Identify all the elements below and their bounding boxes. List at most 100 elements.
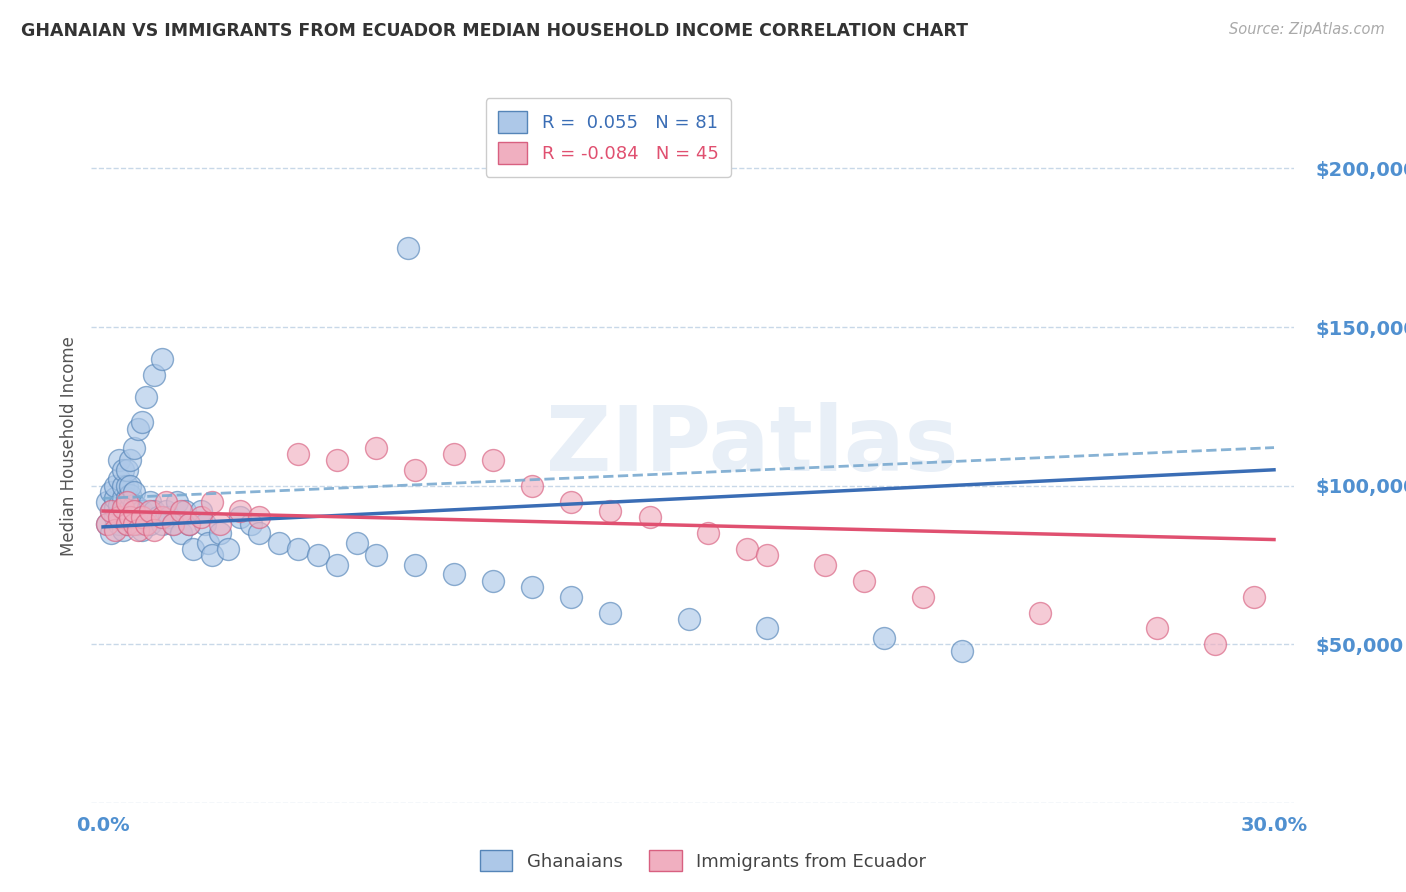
Y-axis label: Median Household Income: Median Household Income bbox=[59, 336, 77, 556]
Point bbox=[177, 516, 200, 531]
Point bbox=[111, 478, 134, 492]
Point bbox=[150, 351, 173, 366]
Point bbox=[124, 485, 146, 500]
Point bbox=[111, 491, 134, 506]
Point bbox=[1146, 621, 1168, 635]
Point bbox=[104, 510, 127, 524]
Point bbox=[396, 241, 419, 255]
Point bbox=[209, 516, 232, 531]
Point bbox=[107, 472, 129, 486]
Point bbox=[228, 510, 250, 524]
Point bbox=[366, 441, 388, 455]
Point bbox=[135, 390, 157, 404]
Point bbox=[131, 504, 153, 518]
Point bbox=[115, 478, 138, 492]
Point bbox=[755, 549, 778, 563]
Point bbox=[240, 516, 263, 531]
Point bbox=[170, 526, 193, 541]
Point bbox=[120, 478, 142, 492]
Point bbox=[560, 494, 582, 508]
Point bbox=[1243, 590, 1265, 604]
Point bbox=[115, 463, 138, 477]
Point bbox=[404, 558, 426, 572]
Point bbox=[111, 504, 134, 518]
Point bbox=[326, 453, 349, 467]
Point bbox=[190, 510, 212, 524]
Text: ZIPatlas: ZIPatlas bbox=[547, 402, 959, 490]
Point bbox=[115, 516, 138, 531]
Point bbox=[104, 491, 127, 506]
Point bbox=[124, 441, 146, 455]
Legend: R =  0.055   N = 81, R = -0.084   N = 45: R = 0.055 N = 81, R = -0.084 N = 45 bbox=[485, 98, 731, 177]
Point bbox=[150, 510, 173, 524]
Point bbox=[115, 494, 138, 508]
Point bbox=[127, 500, 149, 515]
Point bbox=[127, 516, 149, 531]
Point bbox=[100, 485, 122, 500]
Text: Source: ZipAtlas.com: Source: ZipAtlas.com bbox=[1229, 22, 1385, 37]
Point bbox=[326, 558, 349, 572]
Point bbox=[100, 526, 122, 541]
Point bbox=[170, 504, 193, 518]
Point bbox=[162, 516, 184, 531]
Point bbox=[127, 421, 149, 435]
Point bbox=[139, 516, 162, 531]
Point bbox=[131, 510, 153, 524]
Point bbox=[560, 590, 582, 604]
Point bbox=[735, 542, 758, 557]
Point bbox=[96, 494, 118, 508]
Point bbox=[120, 453, 142, 467]
Point bbox=[755, 621, 778, 635]
Point bbox=[107, 498, 129, 512]
Point bbox=[107, 510, 129, 524]
Point bbox=[194, 516, 217, 531]
Point bbox=[107, 516, 129, 531]
Point bbox=[307, 549, 329, 563]
Point bbox=[599, 606, 621, 620]
Point bbox=[443, 567, 465, 582]
Point bbox=[209, 526, 232, 541]
Point bbox=[131, 415, 153, 429]
Point bbox=[197, 535, 219, 549]
Point bbox=[217, 542, 239, 557]
Point bbox=[247, 510, 270, 524]
Point bbox=[522, 580, 544, 594]
Point bbox=[346, 535, 368, 549]
Point bbox=[174, 504, 197, 518]
Point bbox=[120, 500, 142, 515]
Point bbox=[162, 516, 184, 531]
Point bbox=[177, 516, 200, 531]
Point bbox=[404, 463, 426, 477]
Point bbox=[142, 523, 165, 537]
Point bbox=[96, 516, 118, 531]
Point bbox=[287, 447, 309, 461]
Point bbox=[139, 504, 162, 518]
Point bbox=[120, 510, 142, 524]
Point bbox=[135, 516, 157, 531]
Point bbox=[104, 500, 127, 515]
Point bbox=[247, 526, 270, 541]
Text: GHANAIAN VS IMMIGRANTS FROM ECUADOR MEDIAN HOUSEHOLD INCOME CORRELATION CHART: GHANAIAN VS IMMIGRANTS FROM ECUADOR MEDI… bbox=[21, 22, 969, 40]
Point bbox=[287, 542, 309, 557]
Point bbox=[678, 612, 700, 626]
Point bbox=[120, 488, 142, 502]
Point bbox=[111, 523, 134, 537]
Point bbox=[96, 516, 118, 531]
Point bbox=[146, 510, 169, 524]
Point bbox=[482, 453, 505, 467]
Point bbox=[142, 368, 165, 382]
Point bbox=[142, 504, 165, 518]
Point bbox=[1204, 637, 1226, 651]
Point bbox=[190, 504, 212, 518]
Point bbox=[599, 504, 621, 518]
Point bbox=[124, 504, 146, 518]
Point bbox=[201, 494, 224, 508]
Point bbox=[104, 523, 127, 537]
Point bbox=[1029, 606, 1052, 620]
Point bbox=[107, 453, 129, 467]
Point bbox=[127, 523, 149, 537]
Point bbox=[155, 494, 177, 508]
Point bbox=[135, 510, 157, 524]
Point bbox=[443, 447, 465, 461]
Point bbox=[139, 494, 162, 508]
